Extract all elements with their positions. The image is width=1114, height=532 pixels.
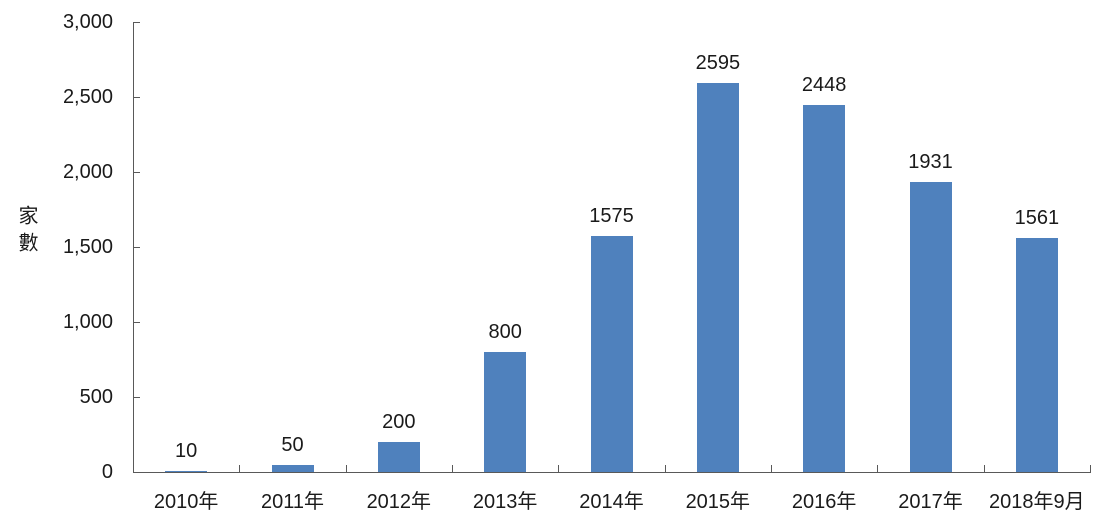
bar	[377, 442, 420, 472]
y-tick-label: 2,000	[62, 161, 113, 183]
bar	[909, 182, 952, 472]
x-tick-mark	[877, 465, 879, 472]
bar-value-label: 10	[175, 439, 198, 462]
y-tick-label: 500	[79, 386, 113, 408]
bar-value-label: 50	[281, 433, 304, 456]
x-tick-label: 2011年	[260, 491, 324, 513]
bar-value-label: 1931	[908, 151, 953, 174]
x-tick-mark	[452, 465, 453, 472]
y-tick-mark	[134, 97, 140, 98]
bar-value-label: 1561	[1014, 206, 1060, 229]
y-tick-mark	[134, 472, 140, 473]
x-tick-mark	[1090, 465, 1091, 472]
y-tick-mark	[134, 322, 140, 323]
bar-value-label: 800	[488, 321, 522, 343]
bar-value-label: 2595	[695, 51, 741, 74]
y-tick-label: 0	[101, 461, 113, 483]
y-tick-mark	[134, 397, 140, 398]
x-tick-label: 2015年	[685, 491, 751, 513]
x-tick-mark	[771, 465, 772, 472]
bar	[271, 464, 314, 472]
x-tick-label: 2012年	[366, 491, 432, 513]
x-tick-label: 2017年	[898, 491, 963, 513]
bar	[165, 470, 208, 472]
y-tick-label: 1,500	[62, 236, 113, 258]
x-axis-line	[133, 472, 1091, 473]
bar	[590, 235, 633, 472]
y-tick-mark	[134, 247, 140, 248]
x-tick-mark	[345, 465, 347, 472]
y-tick-mark	[134, 22, 140, 23]
bar	[696, 82, 739, 472]
bar	[803, 104, 846, 472]
bar-value-label: 2448	[801, 73, 847, 96]
bar	[1015, 237, 1058, 472]
y-tick-label: 1,000	[62, 311, 113, 333]
x-tick-mark	[133, 465, 134, 472]
x-tick-mark	[664, 465, 666, 472]
x-tick-mark	[983, 465, 985, 472]
x-tick-label: 2016年	[791, 491, 857, 513]
x-tick-label: 2018年9月	[989, 491, 1085, 513]
bar-value-label: 200	[382, 411, 416, 433]
x-tick-mark	[558, 465, 560, 472]
x-tick-label: 2010年	[153, 491, 219, 513]
bar-value-label: 1575	[589, 204, 634, 227]
y-axis-line	[133, 22, 134, 472]
y-tick-label: 2,500	[62, 86, 113, 108]
bar	[484, 352, 527, 472]
y-tick-mark	[134, 172, 140, 173]
x-tick-label: 2014年	[579, 491, 644, 513]
x-tick-label: 2013年	[472, 491, 538, 513]
x-tick-mark	[239, 465, 241, 472]
y-axis-title: 家數	[15, 205, 37, 259]
y-tick-label: 3,000	[62, 11, 113, 33]
